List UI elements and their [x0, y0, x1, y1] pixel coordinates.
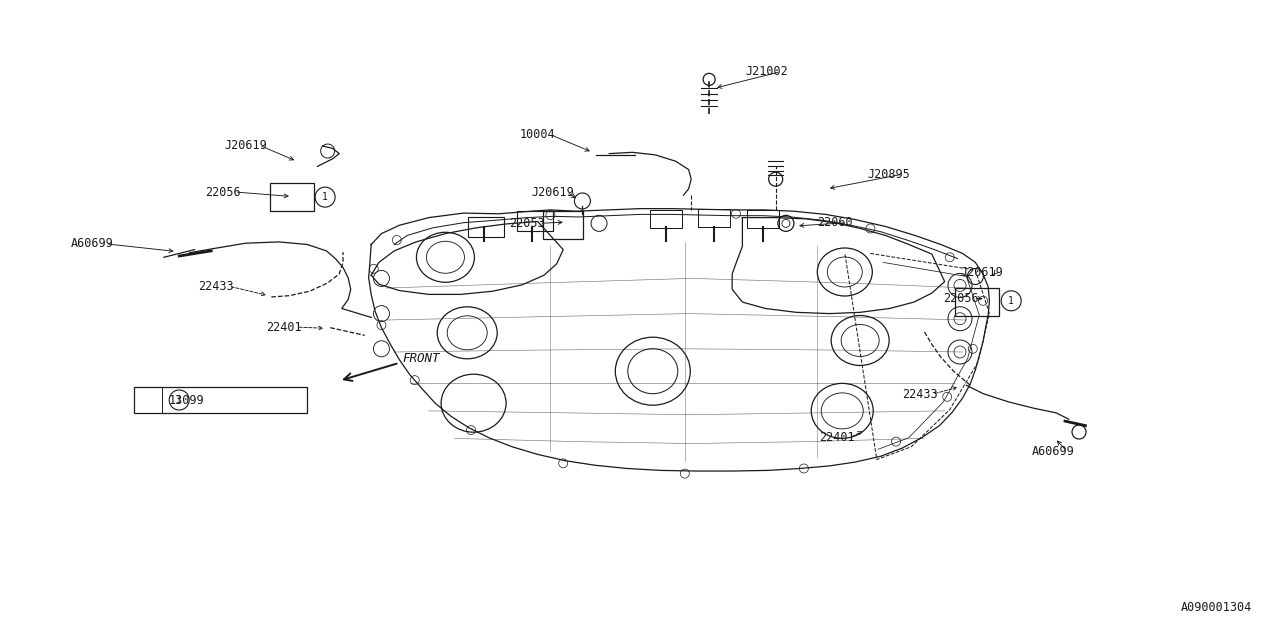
Text: 22433: 22433: [198, 280, 234, 292]
Text: J20619: J20619: [531, 186, 573, 198]
Text: A60699: A60699: [1032, 445, 1074, 458]
Text: J20619: J20619: [224, 139, 266, 152]
Text: 13099: 13099: [169, 394, 204, 406]
Text: J21002: J21002: [745, 65, 787, 78]
Text: FRONT: FRONT: [402, 353, 440, 365]
Text: 1: 1: [323, 192, 328, 202]
Text: 22433: 22433: [902, 388, 938, 401]
Text: J20895: J20895: [868, 168, 910, 180]
Text: J20619: J20619: [960, 266, 1002, 279]
Text: 10004: 10004: [520, 128, 556, 141]
Text: 22060: 22060: [817, 216, 852, 229]
Text: 22401: 22401: [819, 431, 855, 444]
Text: 1: 1: [177, 395, 182, 405]
Text: 22056: 22056: [205, 186, 241, 198]
Text: 22401: 22401: [266, 321, 302, 333]
Text: A090001304: A090001304: [1180, 602, 1252, 614]
Text: 1: 1: [1009, 296, 1014, 306]
Text: 22053: 22053: [509, 217, 545, 230]
Text: 22056: 22056: [943, 292, 979, 305]
Text: A60699: A60699: [70, 237, 113, 250]
